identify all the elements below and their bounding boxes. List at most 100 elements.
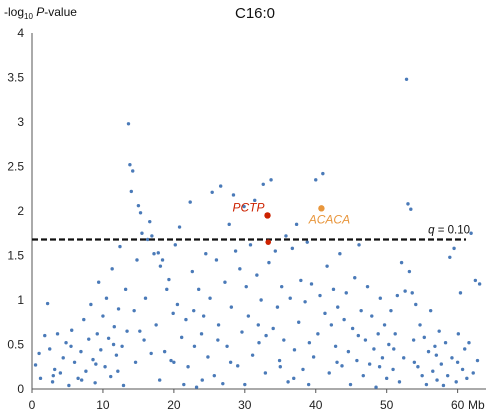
data-point <box>116 307 121 311</box>
data-point <box>409 207 413 211</box>
data-point <box>240 330 244 334</box>
x-ticks: 0 10 20 30 40 50 60 <box>29 389 465 412</box>
x-axis-unit-label: Mb <box>468 398 485 412</box>
data-point <box>53 367 57 372</box>
data-point <box>129 189 134 194</box>
data-point <box>48 347 52 351</box>
data-point <box>277 358 282 363</box>
data-point <box>157 378 162 382</box>
data-point <box>228 360 233 364</box>
data-point <box>443 341 448 345</box>
data-point <box>99 348 103 352</box>
data-point <box>179 335 184 340</box>
data-point <box>206 355 210 359</box>
data-point <box>246 314 251 318</box>
data-point <box>227 222 231 227</box>
data-point <box>259 298 263 302</box>
data-point <box>175 302 180 307</box>
data-point <box>221 381 225 386</box>
data-point <box>64 341 68 345</box>
data-point <box>103 365 107 369</box>
data-point <box>214 258 219 262</box>
data-point <box>455 360 460 364</box>
data-point <box>126 122 131 126</box>
data-point <box>106 336 111 340</box>
data-point <box>133 360 138 364</box>
data-point <box>37 351 41 356</box>
data-point <box>110 267 114 271</box>
data-point <box>306 382 311 387</box>
data-point <box>114 353 119 357</box>
data-point <box>173 243 177 247</box>
data-point <box>248 243 253 247</box>
data-point <box>132 308 136 313</box>
data-point <box>190 269 195 274</box>
data-point <box>204 252 208 256</box>
data-point <box>403 289 407 293</box>
data-point <box>365 284 370 289</box>
data-point <box>121 383 126 388</box>
data-point <box>422 335 426 340</box>
data-point <box>370 314 374 318</box>
data-point <box>145 237 150 242</box>
data-point <box>392 347 396 351</box>
data-point <box>323 311 327 316</box>
data-point <box>208 296 212 300</box>
data-point <box>244 284 248 289</box>
data-point <box>267 260 271 265</box>
data-point <box>410 291 414 295</box>
data-point <box>355 358 359 363</box>
data-point <box>376 332 380 336</box>
data-point <box>433 344 437 348</box>
data-point <box>437 329 441 333</box>
data-point <box>128 163 132 167</box>
data-point <box>269 178 273 182</box>
data-point <box>404 77 409 81</box>
data-point <box>192 308 196 313</box>
x-tick-label: 20 <box>167 398 181 412</box>
acaca-point <box>318 205 325 212</box>
data-point <box>382 323 387 327</box>
data-point <box>350 326 355 331</box>
data-point <box>135 258 139 262</box>
data-point <box>412 360 417 364</box>
data-point <box>242 204 246 209</box>
data-point <box>426 349 431 354</box>
data-point <box>165 287 169 292</box>
data-point <box>192 344 197 348</box>
data-point <box>152 252 156 256</box>
data-point <box>465 376 469 381</box>
data-point <box>172 360 176 364</box>
data-point <box>278 365 282 369</box>
data-point <box>70 328 74 332</box>
data-point <box>69 344 73 348</box>
data-point <box>156 251 160 255</box>
data-point <box>353 276 357 280</box>
threshold-label: q = 0.10 <box>428 224 470 236</box>
data-point <box>162 349 167 354</box>
data-point <box>458 291 463 295</box>
y-tick-label: 2.5 <box>7 160 24 174</box>
data-point <box>142 338 146 342</box>
data-point <box>72 360 77 364</box>
data-point <box>469 231 473 235</box>
data-point <box>131 169 135 173</box>
data-point <box>177 225 182 229</box>
data-point <box>333 344 338 348</box>
data-point <box>346 349 351 354</box>
data-point <box>303 300 307 304</box>
data-point <box>340 364 344 368</box>
data-point <box>238 267 242 271</box>
data-point <box>325 264 329 268</box>
data-point <box>112 325 116 329</box>
data-point <box>286 380 290 384</box>
data-point <box>280 284 284 289</box>
data-point <box>194 385 199 389</box>
data-point <box>335 360 339 364</box>
data-point <box>138 211 143 215</box>
data-point <box>399 260 404 265</box>
data-point <box>120 344 124 348</box>
data-point <box>460 367 465 372</box>
data-point <box>231 193 236 197</box>
